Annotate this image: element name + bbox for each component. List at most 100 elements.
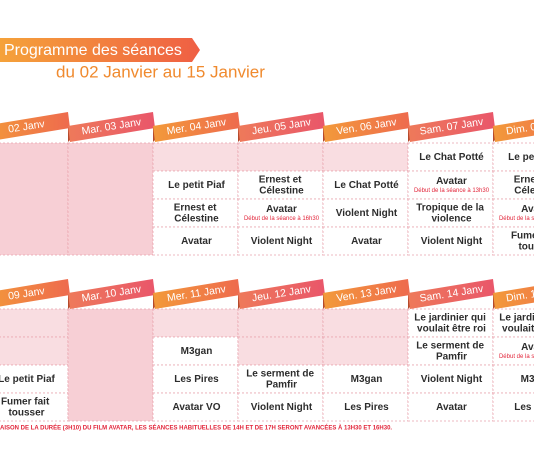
closed-day	[67, 308, 154, 422]
session-cell	[492, 336, 534, 366]
film-title: Violent Night	[336, 208, 398, 219]
session-cell	[0, 308, 69, 338]
session-cell	[407, 142, 494, 172]
session-cell	[237, 170, 324, 200]
session-cell	[407, 392, 494, 422]
session-cell	[152, 336, 239, 366]
session-cell	[152, 392, 239, 422]
session-cell	[407, 364, 494, 394]
session-cell	[322, 392, 409, 422]
film-title: Le Chat Potté	[419, 152, 484, 163]
film-title: Les Pires	[174, 374, 219, 385]
session-cell	[407, 336, 494, 366]
film-title: Le petit Piaf	[508, 152, 534, 163]
film-title: Ernest et Célestine	[514, 174, 534, 196]
session-cell	[237, 392, 324, 422]
film-title: Avatar	[181, 236, 212, 247]
session-cell	[322, 170, 409, 200]
session-cell	[152, 142, 239, 172]
film-title: Ernest et Célestine	[259, 174, 305, 196]
day-tab	[493, 119, 534, 142]
day-tab	[408, 279, 495, 309]
film-title: Le petit Piaf	[168, 180, 225, 191]
film-title: Avatar	[521, 204, 534, 215]
session-cell	[492, 142, 534, 172]
day-tab	[238, 279, 325, 309]
film-title: Fumer fait tousser	[511, 230, 534, 252]
film-title: Le jardinier qui voulait être roi	[414, 312, 488, 334]
film-title: Violent Night	[251, 402, 313, 413]
film-title: Avatar	[436, 176, 467, 187]
film-title: Ernest et Célestine	[174, 202, 220, 224]
session-cell	[492, 308, 534, 338]
film-title: Le jardinier qui voulait être roi	[499, 312, 534, 334]
session-cell	[237, 142, 324, 172]
film-title: Avatar	[351, 236, 382, 247]
session-cell	[152, 364, 239, 394]
session-cell	[0, 364, 69, 394]
session-cell	[322, 364, 409, 394]
day-tab	[153, 279, 240, 309]
day-tab	[68, 279, 155, 309]
footnote: AISON DE LA DURÉE (3H10) DU FILM AVATAR,…	[0, 424, 392, 432]
day-tab	[153, 112, 240, 142]
session-cell	[322, 336, 409, 366]
film-title: M3gan	[181, 346, 213, 357]
film-title: Violent Night	[421, 374, 483, 385]
session-cell	[237, 226, 324, 256]
day-tab	[68, 112, 155, 142]
film-title: Le petit Piaf	[0, 374, 56, 385]
day-tab	[0, 112, 70, 140]
film-title: Violent Night	[421, 236, 483, 247]
session-cell	[322, 198, 409, 228]
session-cell	[0, 336, 69, 366]
film-title: Avatar	[266, 204, 297, 215]
film-title: Tropique de la violence	[416, 202, 487, 224]
film-title: Le serment de Pamfir	[416, 340, 487, 362]
day-label: 02 Janv	[7, 118, 46, 136]
film-title: Avatar	[436, 402, 467, 413]
title-ribbon	[0, 38, 200, 62]
film-title: Les Pires	[514, 402, 534, 413]
session-cell	[237, 336, 324, 366]
session-note: Début de la séance à 13h30	[499, 354, 534, 360]
film-title: Violent Night	[251, 236, 313, 247]
session-cell	[322, 226, 409, 256]
session-cell	[492, 198, 534, 228]
day-tab	[323, 279, 410, 309]
session-cell	[237, 364, 324, 394]
day-tab	[0, 279, 70, 307]
film-title: Le serment de Pamfir	[246, 368, 317, 390]
session-cell	[407, 226, 494, 256]
session-cell	[407, 170, 494, 200]
day-tab	[408, 112, 495, 142]
day-tab	[323, 112, 410, 142]
session-cell	[0, 392, 69, 422]
session-cell	[237, 198, 324, 228]
session-note: Début de la séance à 13h30	[414, 188, 490, 194]
session-note: Début de la séance à 16h30	[499, 216, 534, 222]
session-cell	[407, 198, 494, 228]
film-title: M3gan	[351, 374, 383, 385]
session-cell	[407, 308, 494, 338]
film-title: Le Chat Potté	[334, 180, 399, 191]
session-cell	[152, 308, 239, 338]
session-cell	[152, 198, 239, 228]
day-label: 09 Janv	[7, 285, 46, 303]
session-cell	[322, 142, 409, 172]
film-title: Fumer fait tousser	[1, 396, 52, 418]
closed-day	[0, 142, 69, 256]
closed-day	[67, 142, 154, 256]
film-title: Avatar	[521, 342, 534, 353]
film-title: M3gan	[521, 374, 534, 385]
session-cell	[152, 170, 239, 200]
film-title: Les Pires	[344, 402, 389, 413]
session-cell	[322, 308, 409, 338]
day-tab	[238, 112, 325, 142]
session-note: Début de la séance à 16h30	[244, 216, 320, 222]
session-cell	[492, 170, 534, 200]
session-cell	[492, 226, 534, 256]
session-cell	[492, 364, 534, 394]
